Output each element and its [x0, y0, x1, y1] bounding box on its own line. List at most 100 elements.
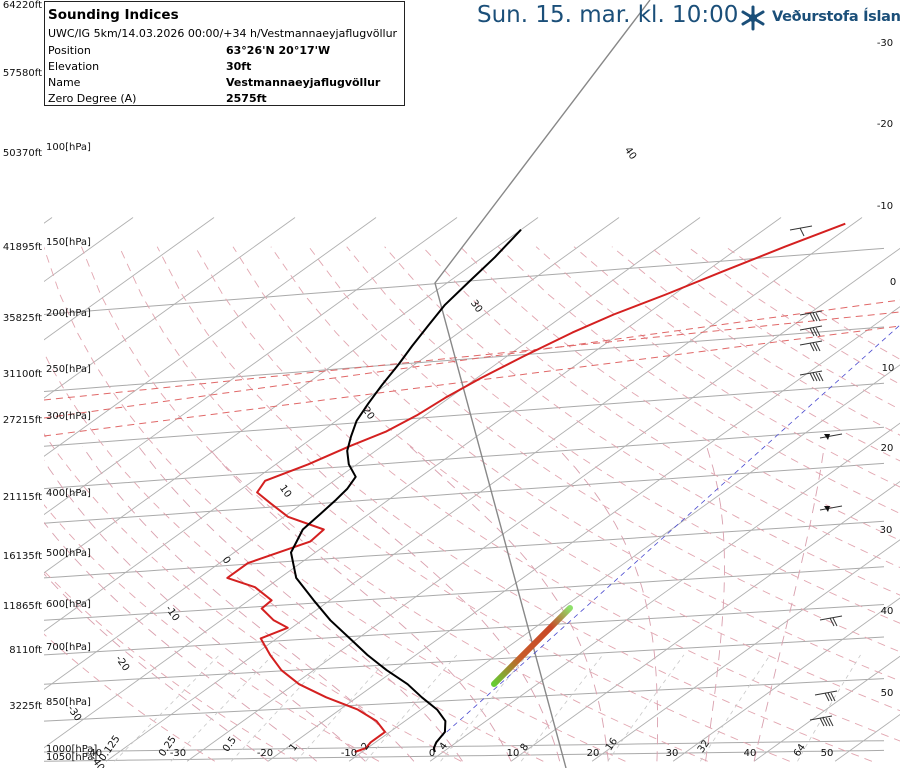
isotherm-line	[429, 422, 900, 762]
right-scale-label: 10	[882, 363, 895, 374]
plot-grid	[44, 217, 900, 762]
mixing-ratio-line	[231, 654, 331, 762]
moist-adiabat-line	[44, 521, 317, 762]
indices-key-elevation: Elevation	[48, 60, 100, 73]
dry-adiabat-line	[308, 246, 900, 653]
temperature-profile	[226, 222, 846, 753]
temperature-tick-label: -20	[257, 748, 273, 759]
indices-run: UWC/IG 5km/14.03.2026 00:00/+34 h/Vestma…	[48, 27, 398, 40]
altitude-label: 8110ft	[9, 645, 42, 656]
isotherm-line	[44, 217, 701, 690]
isotherm-line	[44, 217, 53, 224]
wind-barb	[799, 370, 824, 382]
isotherm-line	[753, 655, 900, 762]
mixing-ratio-label: 8	[519, 742, 532, 754]
pressure-label: 100[hPa]	[46, 142, 91, 153]
isotherm-line	[44, 217, 377, 457]
dry-adiabat-line	[44, 433, 462, 762]
isobar-line	[44, 520, 885, 579]
altitude-label: 50370ft	[3, 148, 42, 159]
isotherm-line	[44, 217, 620, 632]
pressure-label: 500[hPa]	[46, 548, 91, 559]
right-scale-label: -20	[877, 119, 893, 130]
isotherm-label: 20	[360, 405, 376, 422]
right-scale-label: 40	[881, 606, 894, 617]
logo-text: Veðurstofa Íslands	[772, 9, 900, 25]
dry-adiabat-line	[44, 633, 216, 762]
altitude-label: 35825ft	[3, 313, 42, 324]
isotherm-label: 0	[220, 555, 233, 567]
wind-barbs	[789, 225, 843, 727]
isobar-line	[44, 426, 885, 490]
indices-key-name: Name	[48, 76, 81, 89]
moist-adiabat-line	[44, 573, 269, 762]
moist-adiabat-line	[753, 446, 825, 762]
altitude-label: 31100ft	[3, 369, 42, 380]
mixing-ratio-line	[365, 654, 458, 762]
parcel-dry-adiabat	[434, 0, 651, 768]
isotherm-line	[186, 247, 900, 762]
dewpoint-profile	[290, 229, 522, 753]
temperature-tick-label: 30	[666, 748, 679, 759]
isotherm-line	[44, 217, 539, 574]
right-scale-label: 30	[880, 525, 893, 536]
pressure-label: 600[hPa]	[46, 599, 91, 610]
moist-adiabat-line	[206, 445, 512, 762]
isobar-line	[44, 678, 885, 722]
isobar-line	[44, 382, 885, 447]
right-scale-label: 20	[881, 443, 894, 454]
dry-adiabat-line	[44, 351, 544, 762]
isotherm-line	[348, 364, 900, 762]
temperature-tick-label: 0	[429, 748, 435, 759]
sounding-profiles	[44, 0, 900, 768]
forecast-time-headline: Sun. 15. mar. kl. 10:00	[477, 2, 739, 28]
mixing-ratio-line	[440, 654, 528, 762]
isotherm-label: 30	[468, 298, 484, 315]
isotherm-line	[44, 217, 296, 399]
sounding-indices-box: Sounding Indices UWC/IG 5km/14.03.2026 0…	[44, 1, 405, 106]
wind-barb	[819, 615, 843, 627]
isotherm-line	[44, 217, 458, 516]
isotherm-label: -10	[163, 604, 181, 624]
wind-barb	[819, 505, 843, 512]
altitude-label: 57580ft	[3, 68, 42, 79]
mixing-ratio-label: 1	[288, 742, 301, 754]
altitude-label: 16135ft	[3, 551, 42, 562]
temperature-tick-label: 10	[507, 748, 520, 759]
dry-adiabat-line	[44, 246, 626, 762]
pressure-label: 400[hPa]	[46, 488, 91, 499]
wind-barb	[809, 715, 834, 727]
dry-adiabat-line	[194, 246, 900, 742]
isotherm-line	[44, 217, 215, 341]
dry-adiabat-line	[573, 246, 900, 462]
right-scale-label: -30	[877, 38, 893, 49]
isotherm-line	[44, 217, 782, 749]
mixing-ratio-line	[295, 654, 392, 762]
indices-value-position: 63°26'N 20°17'W	[226, 44, 331, 57]
right-scale-label: -10	[877, 201, 893, 212]
mixing-ratio-label: 64	[792, 742, 808, 759]
dry-adiabat-line	[346, 246, 900, 624]
altitude-label: 64220ft	[3, 0, 42, 11]
isotherm-line	[267, 306, 900, 762]
moist-adiabat-line	[137, 445, 463, 762]
isotherm-label: 10	[277, 483, 293, 500]
pressure-label: 1050[hPa]	[46, 752, 97, 763]
wind-barb	[789, 225, 813, 237]
pressure-label: 300[hPa]	[46, 411, 91, 422]
wind-barb	[819, 433, 843, 440]
reference-dashed-line	[44, 299, 900, 419]
temperature-tick-label: 40	[744, 748, 757, 759]
pressure-label: 700[hPa]	[46, 642, 91, 653]
isobar-line	[44, 749, 885, 762]
isotherm-line	[672, 597, 900, 762]
altitude-label: 41895ft	[3, 242, 42, 253]
dry-adiabat-line	[611, 246, 900, 436]
dry-adiabat-line	[270, 246, 900, 682]
moist-adiabat-line	[555, 445, 659, 762]
dry-adiabat-line	[384, 246, 900, 596]
isobar-line	[44, 636, 885, 685]
dry-adiabat-line	[80, 246, 708, 762]
axis-labels: 100[hPa] 150[hPa] 200[hPa] 250[hPa] 300[hPa]…	[3, 0, 896, 768]
